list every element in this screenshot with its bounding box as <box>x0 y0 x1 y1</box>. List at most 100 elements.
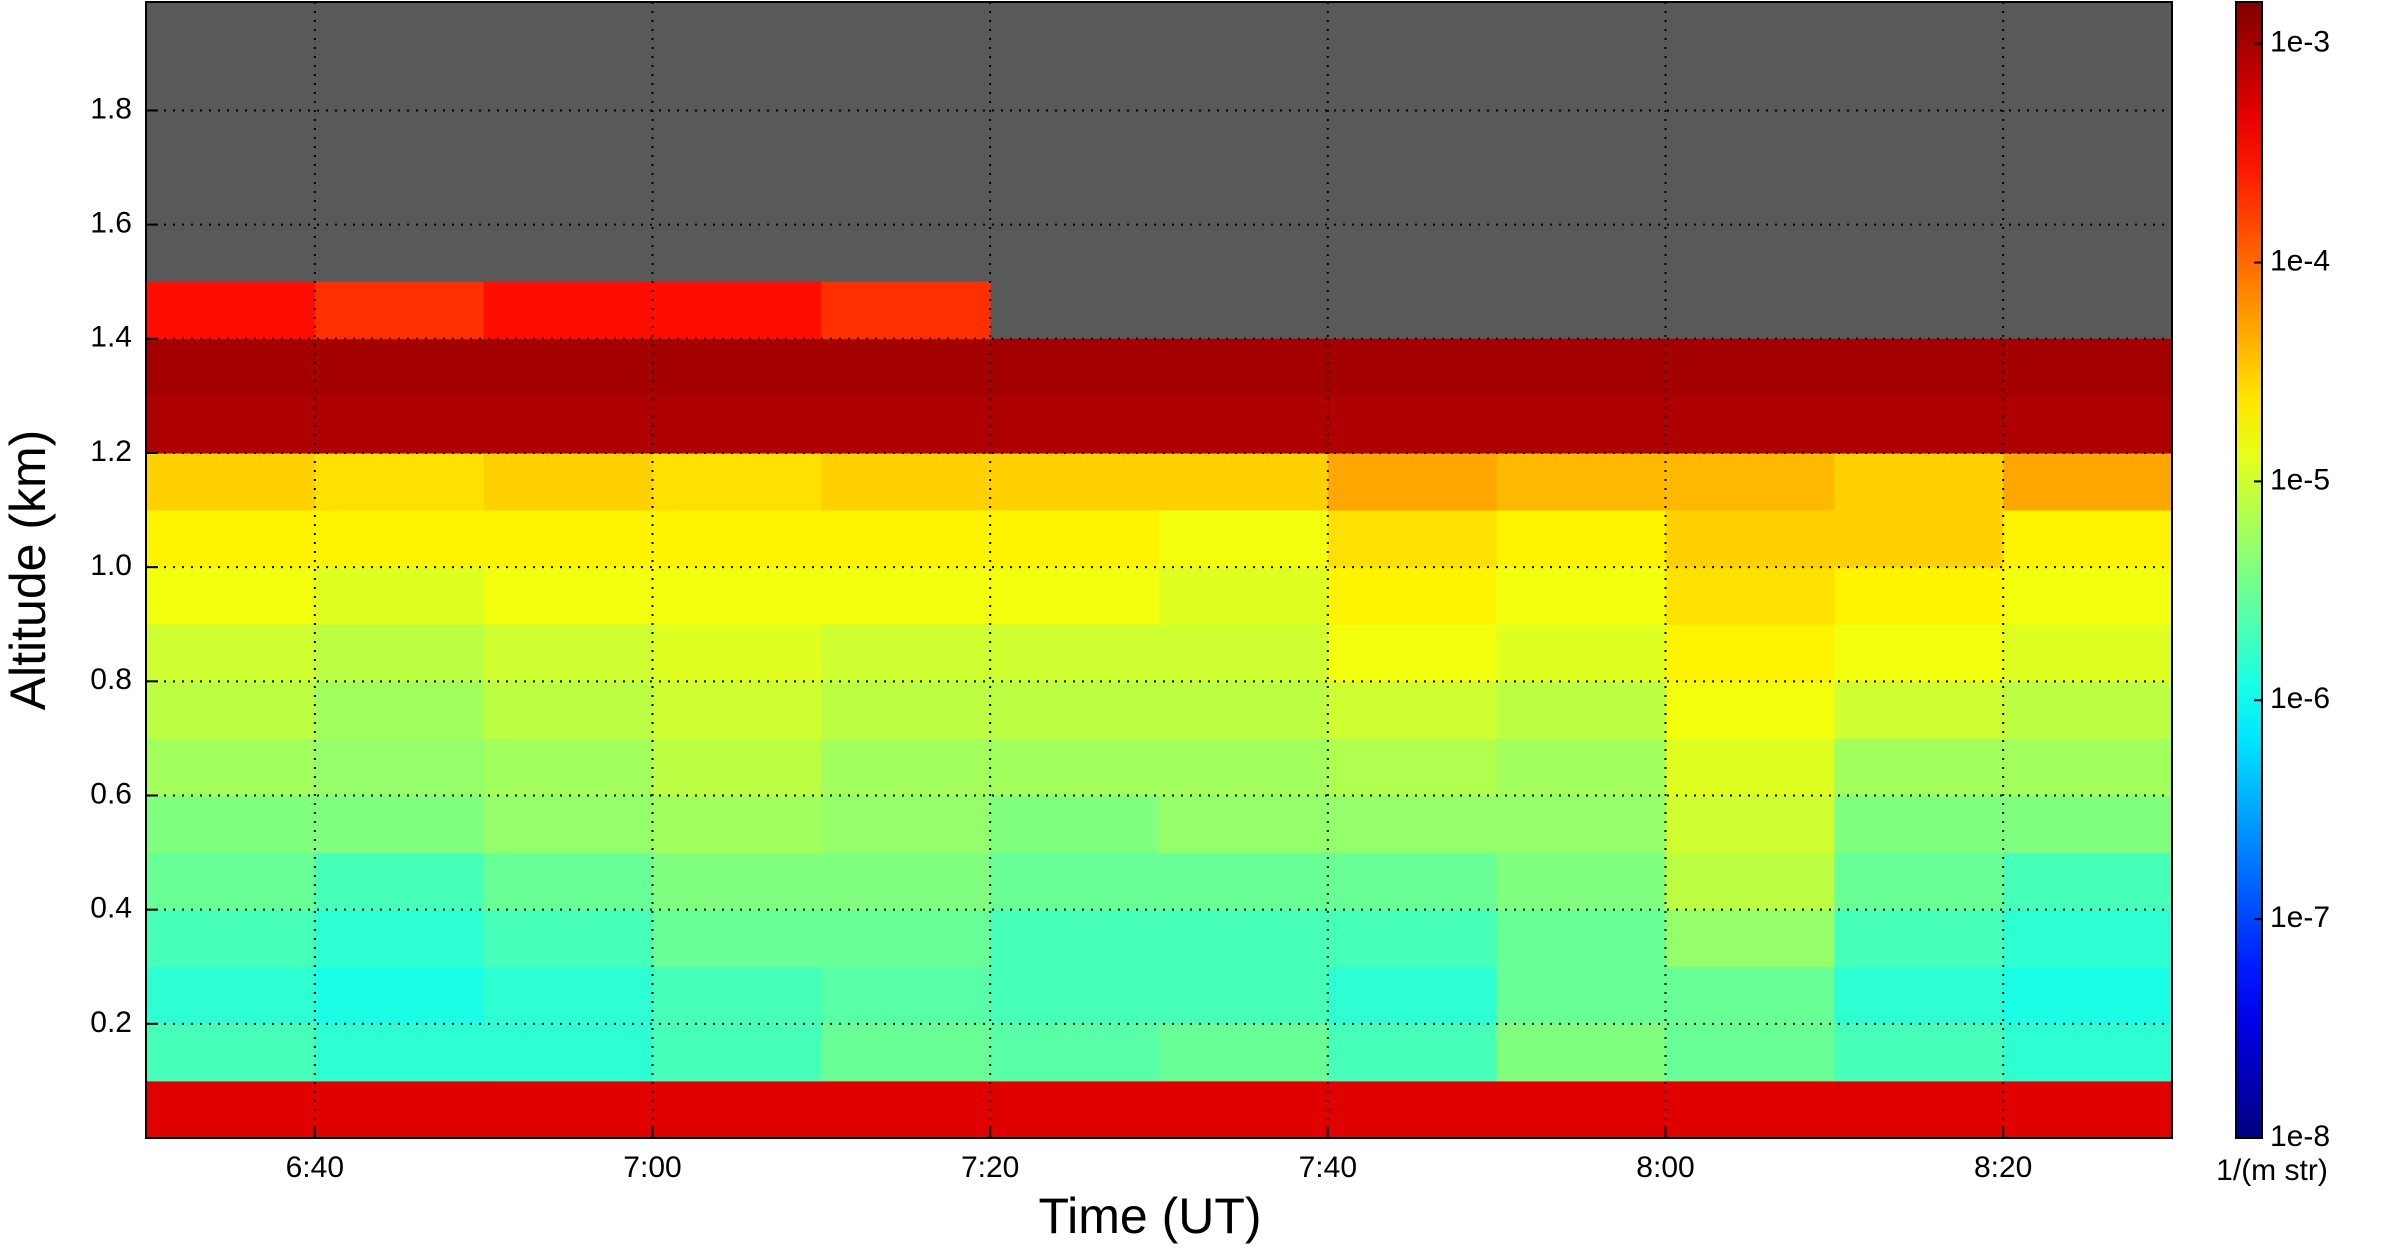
heatmap-cell <box>652 852 822 911</box>
y-tick-label: 1.6 <box>90 207 132 240</box>
y-tick-label: 1.2 <box>90 435 132 468</box>
heatmap-cell <box>1159 567 1329 625</box>
heatmap-cell <box>1834 567 2004 625</box>
heatmap-cell <box>2003 395 2172 454</box>
heatmap-cell <box>1327 338 1498 397</box>
heatmap-cell <box>652 338 822 397</box>
heatmap-cell <box>1665 738 1835 796</box>
heatmap-cell <box>1496 624 1666 682</box>
heatmap-cell <box>990 395 1160 454</box>
heatmap-cell <box>1496 852 1666 911</box>
heatmap-cell <box>1496 567 1666 625</box>
y-axis-title: Altitude (km) <box>0 430 56 711</box>
heatmap-cell <box>1327 852 1498 911</box>
heatmap-cell <box>1665 966 1835 1025</box>
heatmap-cell <box>1159 681 1329 739</box>
heatmap-cell <box>2003 681 2172 739</box>
heatmap-cell <box>1159 909 1329 968</box>
heatmap-cell <box>1159 966 1329 1025</box>
heatmap-cell <box>146 567 316 625</box>
heatmap-cell <box>314 738 485 796</box>
heatmap-cell <box>314 1080 485 1138</box>
heatmap-cell <box>1159 452 1329 511</box>
heatmap-cell <box>990 567 1160 625</box>
heatmap-cell <box>1327 395 1498 454</box>
heatmap-cell <box>483 795 653 854</box>
heatmap-cell <box>652 795 822 854</box>
heatmap-cell <box>1327 1023 1498 1082</box>
y-tick-label: 0.2 <box>90 1006 132 1039</box>
heatmap-cell <box>146 510 316 568</box>
heatmap-cell <box>314 567 485 625</box>
heatmap-cell <box>821 624 991 682</box>
x-tick-label: 7:20 <box>961 1151 1019 1184</box>
heatmap-cell <box>146 395 316 454</box>
heatmap-cell <box>990 510 1160 568</box>
heatmap-cell <box>314 281 485 340</box>
heatmap-cell <box>146 738 316 796</box>
heatmap-cell <box>2003 738 2172 796</box>
heatmap-cell <box>1834 795 2004 854</box>
heatmap-cell <box>146 795 316 854</box>
heatmap-cell <box>1665 681 1835 739</box>
heatmap-cell <box>1327 795 1498 854</box>
heatmap-cell <box>483 966 653 1025</box>
heatmap-cell <box>990 624 1160 682</box>
heatmap-cell <box>146 1023 316 1082</box>
heatmap-cell <box>1159 338 1329 397</box>
heatmap-cell <box>652 1023 822 1082</box>
y-tick-label: 0.6 <box>90 777 132 810</box>
heatmap-cell <box>314 681 485 739</box>
heatmap-cell <box>652 395 822 454</box>
colorbar <box>2235 1 2263 1139</box>
colorbar-tick-label: 1e-7 <box>2270 901 2330 934</box>
y-tick-label: 1.0 <box>90 549 132 582</box>
heatmap-cell <box>652 452 822 511</box>
heatmap-cell <box>652 281 822 340</box>
heatmap-cell <box>821 567 991 625</box>
heatmap-cell <box>1834 338 2004 397</box>
heatmap-cell <box>146 681 316 739</box>
heatmap-cell <box>483 909 653 968</box>
heatmap-cell <box>821 338 991 397</box>
heatmap-cell <box>146 452 316 511</box>
heatmap-cell <box>1327 966 1498 1025</box>
heatmap-cell <box>314 452 485 511</box>
heatmap-cell <box>821 1080 991 1138</box>
heatmap-cell <box>1665 338 1835 397</box>
heatmap-cell <box>652 567 822 625</box>
heatmap-cell <box>314 966 485 1025</box>
heatmap-cell <box>821 510 991 568</box>
x-tick-label: 8:20 <box>1974 1151 2032 1184</box>
x-tick-label: 7:40 <box>1299 1151 1357 1184</box>
heatmap-cell <box>1159 510 1329 568</box>
heatmap-cell <box>314 395 485 454</box>
heatmap-cell <box>483 1080 653 1138</box>
heatmap-cell <box>1834 1080 2004 1138</box>
heatmap-cell <box>652 510 822 568</box>
heatmap-cell <box>990 1080 1160 1138</box>
heatmap-cell <box>1159 1080 1329 1138</box>
heatmap-cell <box>1496 452 1666 511</box>
heatmap-cell <box>2003 624 2172 682</box>
heatmap-cell <box>652 966 822 1025</box>
heatmap-cell <box>483 852 653 911</box>
y-tick-label: 1.4 <box>90 321 132 354</box>
heatmap-cell <box>1327 452 1498 511</box>
heatmap-cell <box>483 738 653 796</box>
heatmap-cell <box>1834 909 2004 968</box>
heatmap-cell <box>1327 510 1498 568</box>
heatmap-cell <box>1665 1080 1835 1138</box>
x-tick-label: 7:00 <box>623 1151 681 1184</box>
heatmap-cell <box>146 624 316 682</box>
heatmap-cell <box>652 738 822 796</box>
heatmap-cell <box>652 1080 822 1138</box>
heatmap-cell <box>146 338 316 397</box>
heatmap-cell <box>146 909 316 968</box>
x-axis-title: Time (UT) <box>1038 1188 1261 1244</box>
x-tick-label: 8:00 <box>1636 1151 1694 1184</box>
heatmap-cell <box>821 738 991 796</box>
heatmap-cell <box>1834 395 2004 454</box>
heatmap-cell <box>1159 738 1329 796</box>
